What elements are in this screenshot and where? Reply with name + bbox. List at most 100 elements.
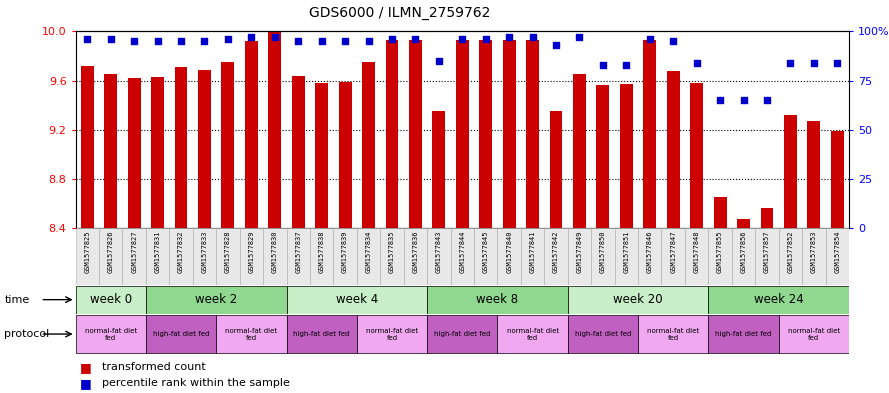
- Text: GSM1577851: GSM1577851: [623, 231, 629, 273]
- Bar: [286, 285, 427, 314]
- Bar: [597, 85, 609, 228]
- Text: GSM1577852: GSM1577852: [788, 231, 793, 273]
- Text: GSM1577833: GSM1577833: [202, 231, 207, 273]
- Point: [244, 34, 259, 40]
- Bar: [240, 228, 263, 285]
- Bar: [498, 228, 521, 285]
- Text: GSM1577846: GSM1577846: [647, 231, 653, 273]
- Text: GSM1577838: GSM1577838: [318, 231, 324, 273]
- Bar: [568, 285, 709, 314]
- Bar: [427, 285, 568, 314]
- Text: normal-fat diet
fed: normal-fat diet fed: [788, 327, 840, 341]
- Bar: [286, 315, 356, 353]
- Bar: [784, 115, 797, 228]
- Text: GDS6000 / ILMN_2759762: GDS6000 / ILMN_2759762: [309, 6, 491, 20]
- Point: [432, 58, 446, 64]
- Text: GSM1577830: GSM1577830: [272, 231, 277, 273]
- Bar: [638, 315, 709, 353]
- Text: transformed count: transformed count: [102, 362, 206, 373]
- Bar: [456, 40, 469, 228]
- Text: GSM1577835: GSM1577835: [389, 231, 395, 273]
- Text: percentile rank within the sample: percentile rank within the sample: [102, 378, 290, 388]
- Bar: [620, 84, 633, 228]
- Text: protocol: protocol: [4, 329, 50, 339]
- Bar: [174, 67, 188, 228]
- Bar: [573, 74, 586, 228]
- Point: [713, 97, 727, 103]
- Point: [830, 60, 845, 66]
- Bar: [216, 315, 286, 353]
- Point: [268, 34, 282, 40]
- Bar: [526, 40, 539, 228]
- Text: GSM1577847: GSM1577847: [670, 231, 677, 273]
- Text: GSM1577825: GSM1577825: [84, 231, 91, 273]
- Bar: [709, 228, 732, 285]
- Text: ■: ■: [80, 376, 92, 390]
- Text: week 20: week 20: [613, 293, 663, 306]
- Text: GSM1577841: GSM1577841: [530, 231, 535, 273]
- Bar: [356, 228, 380, 285]
- Bar: [263, 228, 286, 285]
- Point: [760, 97, 774, 103]
- Bar: [316, 83, 328, 228]
- Bar: [146, 228, 169, 285]
- Bar: [638, 228, 661, 285]
- Point: [174, 38, 188, 44]
- Bar: [502, 40, 516, 228]
- Text: high-fat diet fed: high-fat diet fed: [293, 331, 350, 337]
- Point: [315, 38, 329, 44]
- Point: [197, 38, 212, 44]
- Bar: [76, 285, 146, 314]
- Text: GSM1577853: GSM1577853: [811, 231, 817, 273]
- Point: [80, 36, 94, 42]
- Bar: [779, 228, 802, 285]
- Text: week 2: week 2: [195, 293, 237, 306]
- Point: [127, 38, 141, 44]
- Text: normal-fat diet
fed: normal-fat diet fed: [225, 327, 277, 341]
- Point: [362, 38, 376, 44]
- Text: high-fat diet fed: high-fat diet fed: [153, 331, 209, 337]
- Point: [104, 36, 118, 42]
- Point: [736, 97, 750, 103]
- Point: [596, 62, 610, 68]
- Point: [525, 34, 540, 40]
- Text: GSM1577855: GSM1577855: [717, 231, 723, 273]
- Bar: [807, 121, 821, 228]
- Bar: [591, 228, 614, 285]
- Bar: [709, 315, 779, 353]
- Point: [690, 60, 704, 66]
- Text: GSM1577857: GSM1577857: [764, 231, 770, 273]
- Text: GSM1577840: GSM1577840: [506, 231, 512, 273]
- Bar: [756, 228, 779, 285]
- Point: [549, 42, 563, 48]
- Bar: [427, 315, 498, 353]
- Bar: [244, 41, 258, 228]
- Text: normal-fat diet
fed: normal-fat diet fed: [647, 327, 700, 341]
- Bar: [498, 315, 568, 353]
- Text: ■: ■: [80, 361, 92, 374]
- Text: week 8: week 8: [477, 293, 518, 306]
- Bar: [667, 71, 680, 228]
- Bar: [521, 228, 544, 285]
- Bar: [685, 228, 709, 285]
- Bar: [802, 228, 826, 285]
- Bar: [146, 315, 216, 353]
- Text: GSM1577826: GSM1577826: [108, 231, 114, 273]
- Bar: [709, 285, 849, 314]
- Bar: [479, 40, 493, 228]
- Text: normal-fat diet
fed: normal-fat diet fed: [84, 327, 137, 341]
- Point: [220, 36, 235, 42]
- Text: GSM1577845: GSM1577845: [483, 231, 489, 273]
- Text: normal-fat diet
fed: normal-fat diet fed: [366, 327, 418, 341]
- Point: [455, 36, 469, 42]
- Bar: [123, 228, 146, 285]
- Bar: [333, 228, 356, 285]
- Bar: [286, 228, 310, 285]
- Text: week 0: week 0: [90, 293, 132, 306]
- Bar: [451, 228, 474, 285]
- Bar: [432, 111, 445, 228]
- Bar: [339, 82, 351, 228]
- Bar: [76, 315, 146, 353]
- Text: time: time: [4, 295, 29, 305]
- Bar: [614, 228, 638, 285]
